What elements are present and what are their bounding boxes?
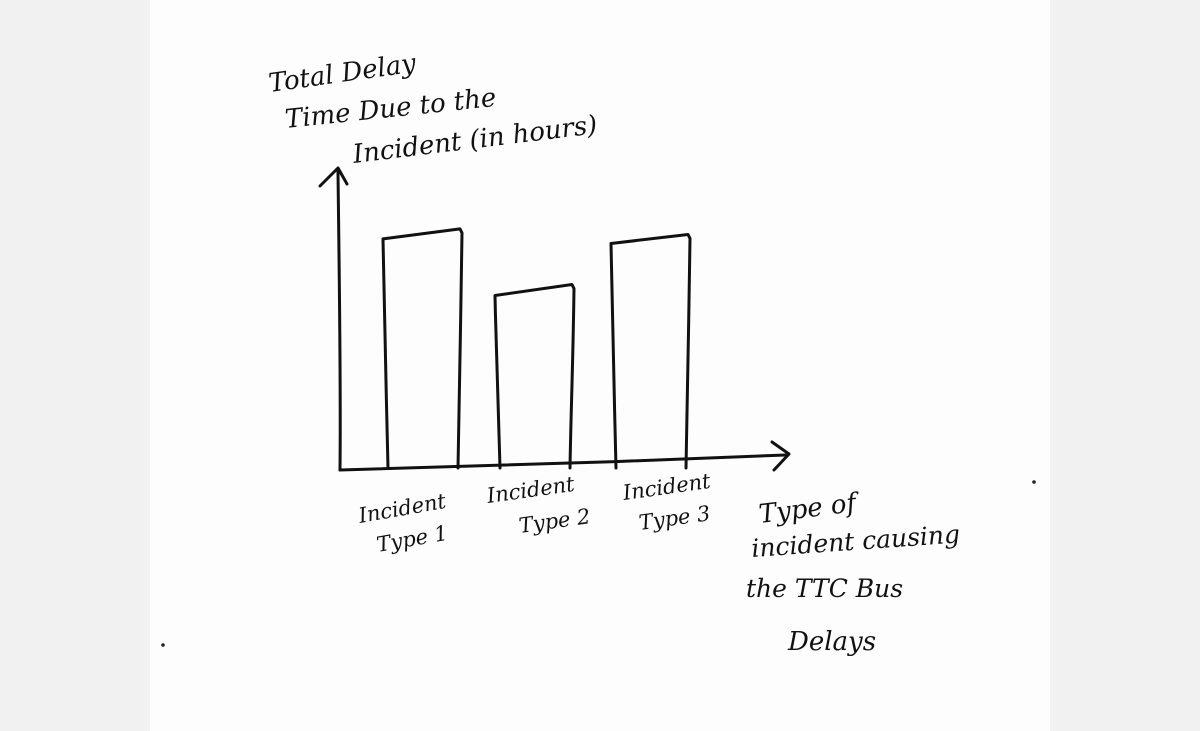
x-axis-arrow-icon: [770, 440, 791, 472]
bar-2: [493, 283, 576, 470]
ink-dot: [1032, 480, 1036, 484]
paper-sheet: [150, 0, 1050, 731]
y-axis-label-line-1: Total Delay: [267, 49, 418, 99]
x-axis-label: Type of incident causing the TTC Bus Del…: [746, 488, 961, 657]
x-axis-label-line-4: Delays: [787, 627, 876, 657]
y-axis: [336, 170, 342, 472]
tick-label-2-line-1: Incident: [484, 472, 576, 508]
y-axis-label: Total Delay Time Due to the Incident (in…: [267, 49, 599, 171]
tick-label-3-line-2: Type 3: [637, 501, 711, 535]
tick-label-2-line-2: Type 2: [517, 504, 591, 538]
y-axis-arrow-icon: [318, 166, 349, 188]
ink-dot: [161, 643, 165, 647]
x-axis-label-line-1: Type of: [757, 488, 862, 530]
bar-1: [381, 227, 464, 470]
tick-label-1-line-2: Type 1: [375, 521, 450, 557]
x-axis: [338, 453, 788, 472]
tick-label-3-line-1: Incident: [620, 469, 712, 505]
bar-3: [609, 232, 692, 470]
x-axis-label-line-3: the TTC Bus: [746, 574, 903, 603]
